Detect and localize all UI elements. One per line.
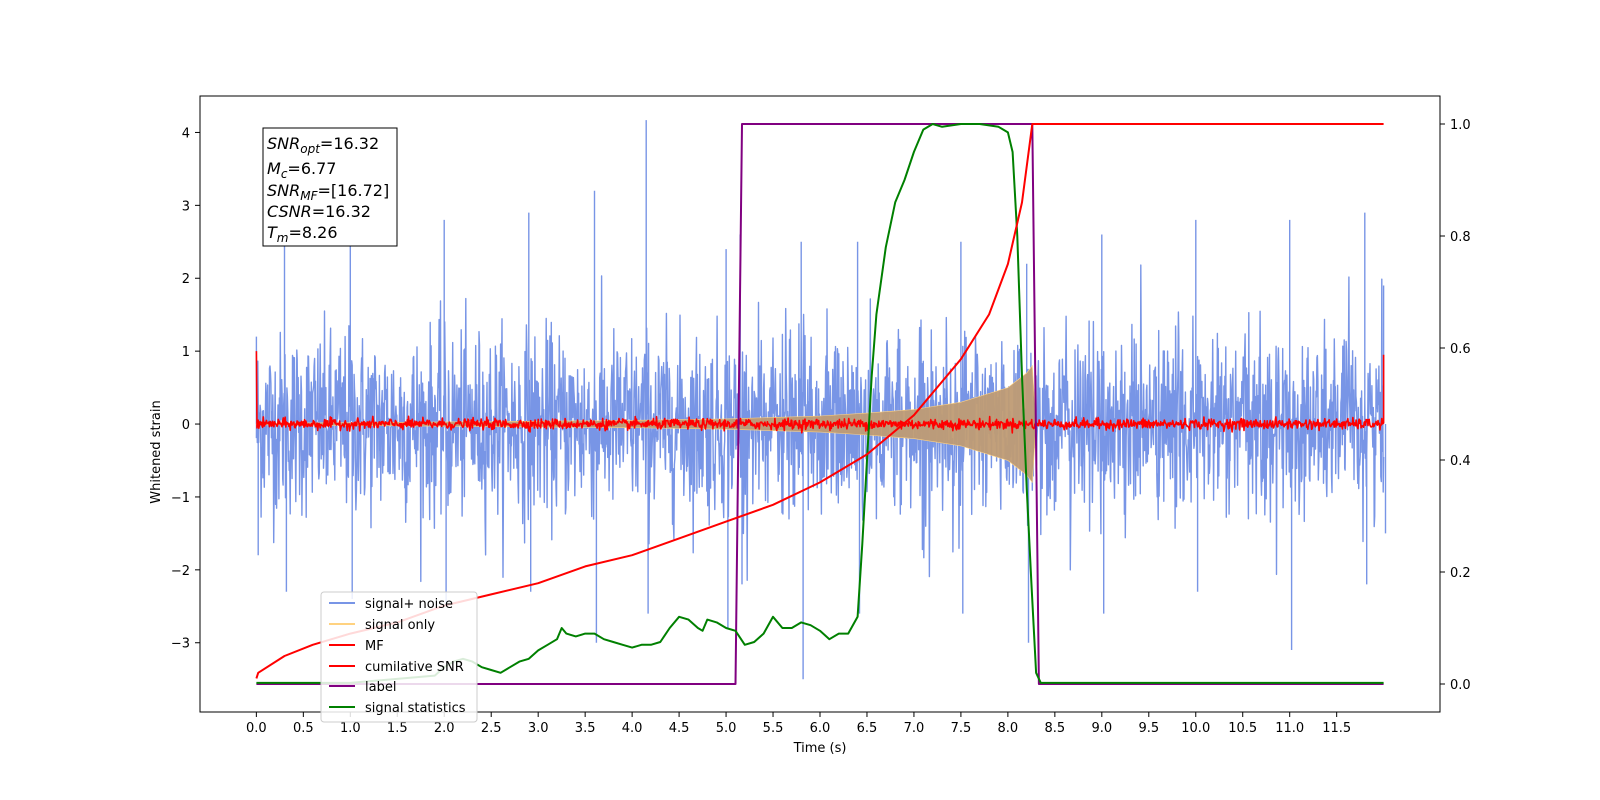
x-tick-label: 2.5 <box>481 721 502 736</box>
x-tick-label: 10.0 <box>1181 721 1210 736</box>
annotation-snr-opt: SNRopt=16.32 <box>267 134 379 156</box>
y-left-tick-label: 0 <box>182 418 190 433</box>
x-tick-label: 3.0 <box>528 721 549 736</box>
annotation-snr-mf: SNRMF=[16.72] <box>267 181 389 203</box>
legend-label-cumulative-snr: cumilative SNR <box>365 660 464 675</box>
x-tick-label: 11.0 <box>1275 721 1304 736</box>
annotation-mc: Mc=6.77 <box>267 159 336 181</box>
legend-label-signal-statistics: signal statistics <box>365 701 466 716</box>
y-left-tick-label: 3 <box>182 199 190 214</box>
legend-frame <box>320 591 478 723</box>
y-left-tick-label: 4 <box>182 126 190 141</box>
x-tick-label: 8.5 <box>1045 721 1066 736</box>
x-tick-label: 0.5 <box>293 721 314 736</box>
x-tick-label: 4.0 <box>622 721 643 736</box>
x-tick-label: 7.0 <box>904 721 925 736</box>
x-tick-label: 1.5 <box>387 721 408 736</box>
y-right-tick-label: 0.6 <box>1450 342 1471 357</box>
x-tick-label: 5.0 <box>716 721 737 736</box>
legend-label-label: label <box>365 680 396 695</box>
x-tick-label: 9.0 <box>1091 721 1112 736</box>
y-right-tick-label: 0.2 <box>1450 566 1471 581</box>
y-left-tick-label: 1 <box>182 345 190 360</box>
annotation-box: SNRopt=16.32 Mc=6.77 SNRMF=[16.72] CSNR=… <box>262 127 398 247</box>
y-right-tick-label: 1.0 <box>1450 118 1471 133</box>
annotation-tm: Tm=8.26 <box>267 223 338 245</box>
y-left-tick-label: 2 <box>182 272 190 287</box>
x-tick-label: 9.5 <box>1138 721 1159 736</box>
series-label <box>256 123 1384 685</box>
y-right-tick-label: 0.4 <box>1450 454 1471 469</box>
series-signal-statistics <box>256 123 1384 684</box>
x-tick-label: 10.5 <box>1228 721 1257 736</box>
x-tick-label: 3.5 <box>575 721 596 736</box>
y-axis-label: Whitened strain <box>149 400 164 503</box>
x-tick-label: 6.5 <box>857 721 878 736</box>
y-left-tick-label: −1 <box>171 491 190 506</box>
ticks: 0.0 0.5 1.0 1.5 2.0 2.5 3.0 3.5 4.0 4.5 5.0 5.5 6.0 6… <box>171 118 1471 736</box>
x-tick-label: 5.5 <box>763 721 784 736</box>
legend: signal+ noise signal only MF cumilative … <box>320 591 478 723</box>
x-tick-label: 11.5 <box>1322 721 1351 736</box>
x-tick-label: 0.0 <box>246 721 267 736</box>
x-axis-label: Time (s) <box>793 741 847 756</box>
x-tick-label: 1.0 <box>340 721 361 736</box>
x-tick-label: 2.0 <box>434 721 455 736</box>
plot-area <box>255 120 1387 685</box>
y-right-tick-label: 0.8 <box>1450 230 1471 245</box>
x-tick-label: 6.0 <box>810 721 831 736</box>
y-left-tick-label: −3 <box>171 637 190 652</box>
annotation-frame <box>262 127 398 247</box>
annotation-csnr: CSNR=16.32 <box>267 202 371 221</box>
y-right-tick-label: 0.0 <box>1450 678 1471 693</box>
legend-label-signal-only: signal only <box>365 618 435 633</box>
legend-label-mf: MF <box>365 639 384 654</box>
x-tick-label: 7.5 <box>951 721 972 736</box>
legend-label-signal-noise: signal+ noise <box>365 597 453 612</box>
x-tick-label: 4.5 <box>669 721 690 736</box>
series-mf <box>255 351 1385 434</box>
x-tick-label: 8.0 <box>998 721 1019 736</box>
y-left-tick-label: −2 <box>171 564 190 579</box>
